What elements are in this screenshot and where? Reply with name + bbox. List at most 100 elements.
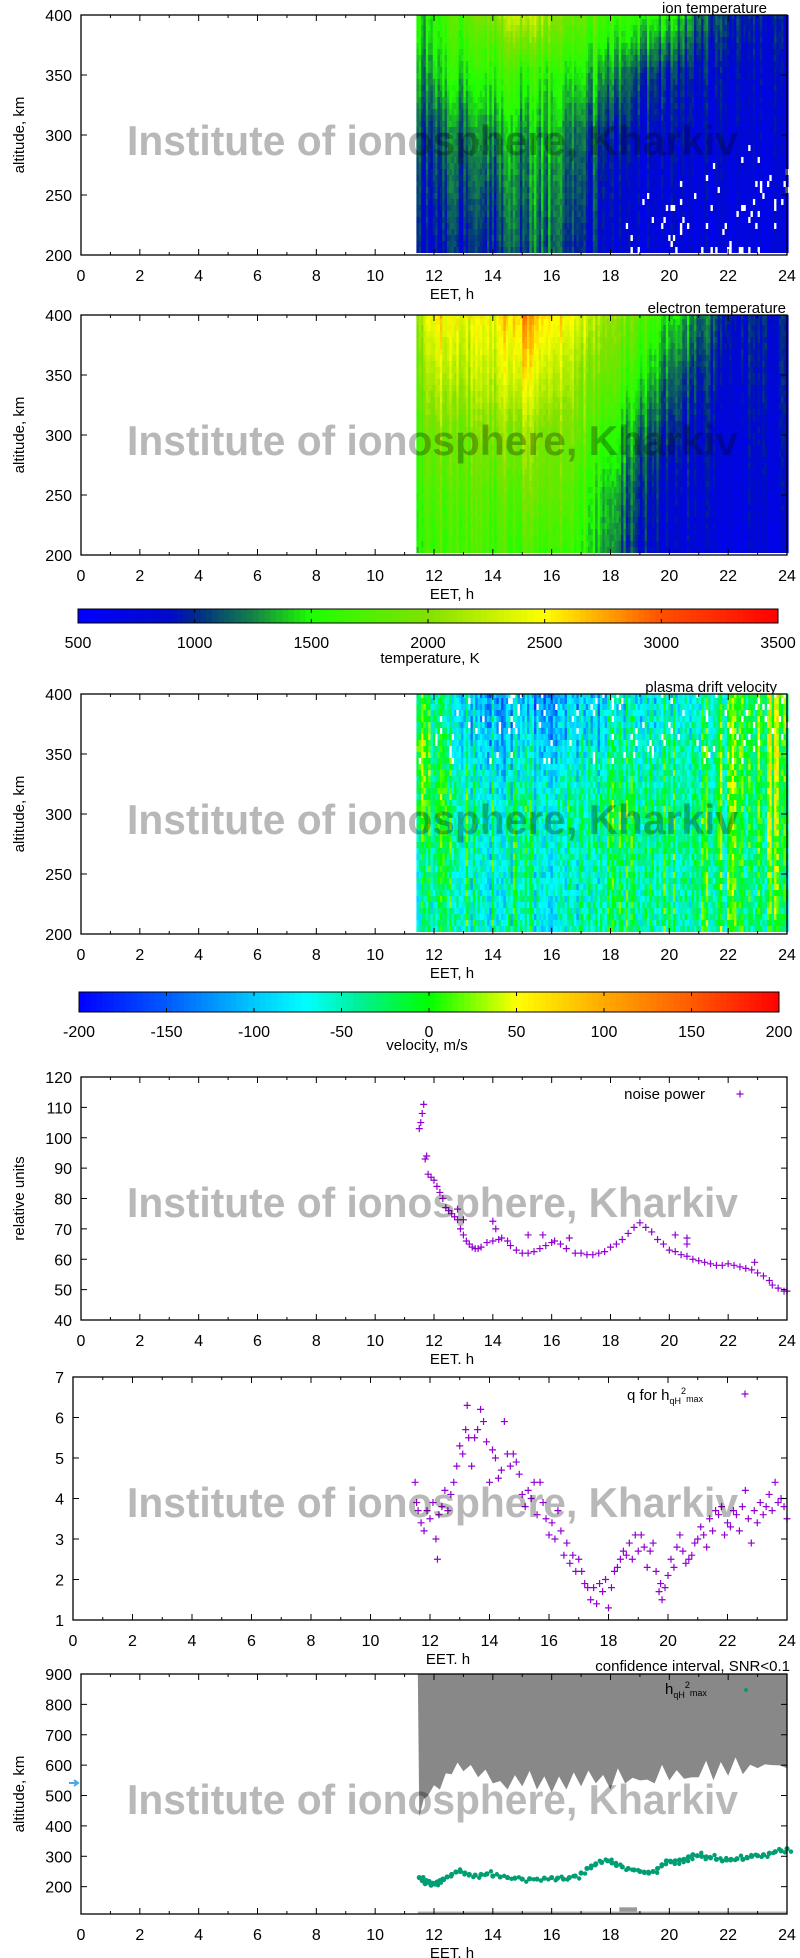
heatmap-cell xyxy=(659,43,662,49)
heatmap-cell xyxy=(628,211,631,217)
heatmap-cell xyxy=(473,199,476,205)
heatmap-cell xyxy=(513,241,516,247)
heatmap-cell xyxy=(543,211,546,217)
heatmap-cell xyxy=(635,211,638,217)
heatmap-cell xyxy=(593,175,596,181)
heatmap-cell xyxy=(628,247,631,253)
heatmap-cell xyxy=(609,109,612,115)
heatmap-cell xyxy=(454,205,457,211)
heatmap-cell xyxy=(447,49,450,55)
heatmap-cell xyxy=(529,235,532,241)
heatmap-cell xyxy=(666,241,669,247)
heatmap-cell xyxy=(499,175,502,181)
heatmap-cell xyxy=(666,25,669,31)
heatmap-cell xyxy=(701,169,704,175)
heatmap-cell xyxy=(640,49,643,55)
heatmap-cell xyxy=(675,181,678,187)
heatmap-cell xyxy=(428,187,431,193)
heatmap-cell xyxy=(428,241,431,247)
heatmap-cell xyxy=(459,217,462,223)
heatmap-cell xyxy=(539,229,542,235)
heatmap-cell xyxy=(671,103,674,109)
heatmap-cell xyxy=(666,109,669,115)
heatmap-cell xyxy=(508,199,511,205)
heatmap-cell xyxy=(588,229,591,235)
heatmap-cell xyxy=(534,169,537,175)
heatmap-cell xyxy=(680,181,683,187)
heatmap-cell xyxy=(588,49,591,55)
heatmap-cell xyxy=(659,187,662,193)
heatmap-cell xyxy=(560,37,563,43)
heatmap-cell xyxy=(628,241,631,247)
heatmap-cell xyxy=(659,169,662,175)
heatmap-cell xyxy=(482,49,485,55)
heatmap-cell xyxy=(499,241,502,247)
heatmap-cell xyxy=(447,43,450,49)
heatmap-cell xyxy=(478,97,481,103)
heatmap-cell xyxy=(548,49,551,55)
heatmap-cell xyxy=(463,241,466,247)
heatmap-cell xyxy=(680,205,683,211)
heatmap-cell xyxy=(473,211,476,217)
heatmap-cell xyxy=(447,241,450,247)
heatmap-cell xyxy=(583,217,586,223)
heatmap-cell xyxy=(595,79,598,85)
heatmap-cell xyxy=(419,85,422,91)
heatmap-cell xyxy=(671,229,674,235)
heatmap-cell xyxy=(666,217,669,223)
heatmap-cell xyxy=(459,31,462,37)
heatmap-cell xyxy=(534,67,537,73)
heatmap-cell xyxy=(685,241,688,247)
heatmap-cell xyxy=(513,55,516,61)
heatmap-cell xyxy=(553,103,556,109)
heatmap-cell xyxy=(614,103,617,109)
heatmap-cell xyxy=(478,175,481,181)
heatmap-cell xyxy=(649,217,652,223)
heatmap-cell xyxy=(685,55,688,61)
heatmap-cell xyxy=(654,193,657,199)
heatmap-cell xyxy=(473,223,476,229)
heatmap-cell xyxy=(543,49,546,55)
heatmap-cell xyxy=(605,103,608,109)
heatmap-cell xyxy=(583,109,586,115)
heatmap-cell xyxy=(701,19,704,25)
heatmap-cell xyxy=(701,175,704,181)
heatmap-cell xyxy=(565,37,568,43)
heatmap-cell xyxy=(694,67,697,73)
heatmap-cell xyxy=(548,241,551,247)
heatmap-cell xyxy=(631,181,634,187)
heatmap-cell xyxy=(478,229,481,235)
heatmap-cell xyxy=(675,223,678,229)
heatmap-cell xyxy=(659,67,662,73)
heatmap-cell xyxy=(628,199,631,205)
heatmap-cell xyxy=(605,19,608,25)
heatmap-cell xyxy=(600,217,603,223)
heatmap-cell xyxy=(628,79,631,85)
heatmap-cell xyxy=(508,109,511,115)
heatmap-cell xyxy=(520,37,523,43)
heatmap-cell xyxy=(503,19,506,25)
heatmap-cell xyxy=(438,31,441,37)
heatmap-cell xyxy=(659,25,662,31)
heatmap-cell xyxy=(548,109,551,115)
heatmap-cell xyxy=(645,19,648,25)
heatmap-cell xyxy=(631,19,634,25)
heatmap-cell xyxy=(520,241,523,247)
heatmap-cell xyxy=(680,61,683,67)
heatmap-cell xyxy=(694,217,697,223)
heatmap-cell xyxy=(623,181,626,187)
heatmap-cell xyxy=(569,193,572,199)
heatmap-cell xyxy=(454,229,457,235)
heatmap-cell xyxy=(595,199,598,205)
heatmap-cell xyxy=(513,37,516,43)
heatmap-cell xyxy=(543,61,546,67)
heatmap-cell xyxy=(438,181,441,187)
heatmap-cell xyxy=(685,235,688,241)
heatmap-cell xyxy=(520,193,523,199)
heatmap-cell xyxy=(645,193,648,199)
heatmap-cell xyxy=(468,199,471,205)
heatmap-cell xyxy=(518,25,521,31)
heatmap-cell xyxy=(548,37,551,43)
heatmap-cell xyxy=(449,229,452,235)
heatmap-cell xyxy=(499,79,502,85)
